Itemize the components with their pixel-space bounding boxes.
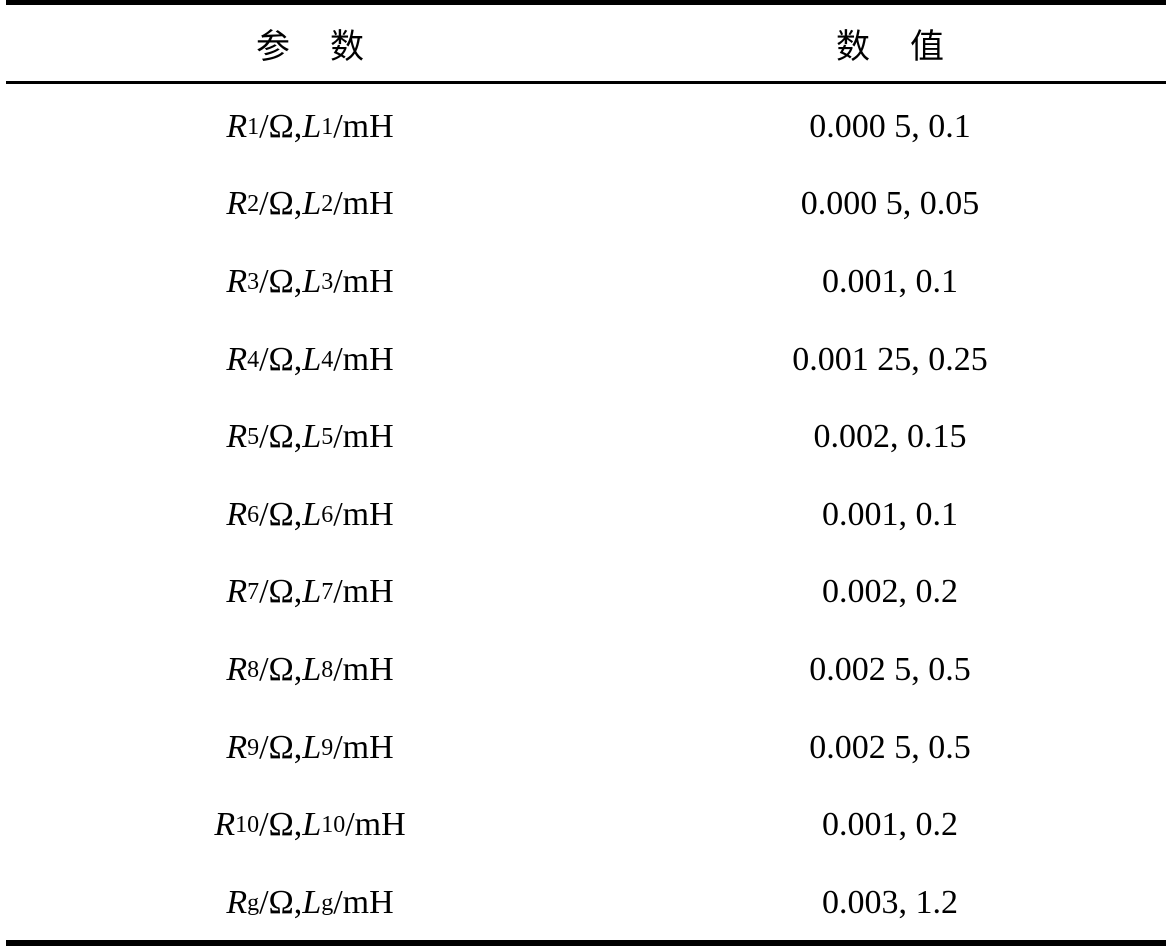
inductance-unit: /mH xyxy=(333,728,394,766)
resistance-symbol: R xyxy=(226,573,248,611)
value-cell: 0.003, 1.2 xyxy=(822,883,958,921)
inductance-symbol: L xyxy=(302,262,322,300)
inductance-unit: /mH xyxy=(333,418,394,456)
inductance-symbol: L xyxy=(302,728,322,766)
parameter-cell: R 2/Ω, L 2/mH xyxy=(226,185,394,223)
inductance-symbol: L xyxy=(302,107,322,145)
header-parameter-char-2: 数 xyxy=(330,26,364,67)
value-cell: 0.001, 0.2 xyxy=(822,806,958,844)
table-row: R 4/Ω, L 4/mH 0.001 25, 0.25 xyxy=(6,321,1166,399)
inductance-unit: /mH xyxy=(333,883,394,921)
table-row: R 8/Ω, L 8/mH 0.002 5, 0.5 xyxy=(6,631,1166,709)
inductance-unit: /mH xyxy=(333,107,394,145)
resistance-unit: /Ω, xyxy=(259,650,303,688)
inductance-unit: /mH xyxy=(333,340,394,378)
resistance-unit: /Ω, xyxy=(259,185,303,223)
parameter-cell: R 5/Ω, L 5/mH xyxy=(226,418,394,456)
resistance-unit: /Ω, xyxy=(259,573,303,611)
resistance-unit: /Ω, xyxy=(259,262,303,300)
inductance-symbol: L xyxy=(302,495,322,533)
parameter-cell: R 6/Ω, L 6/mH xyxy=(226,495,394,533)
resistance-unit: /Ω, xyxy=(259,728,303,766)
table-header-row: 参数 数值 xyxy=(6,5,1166,81)
value-cell: 0.000 5, 0.05 xyxy=(800,185,980,223)
resistance-unit: /Ω, xyxy=(259,107,303,145)
parameter-cell: R 9/Ω, L 9/mH xyxy=(226,728,394,766)
parameter-cell: R 4/Ω, L 4/mH xyxy=(226,340,394,378)
resistance-symbol: R xyxy=(226,883,248,921)
header-value-char-1: 数 xyxy=(836,26,870,67)
table-row: R 1/Ω, L 1/mH 0.000 5, 0.1 xyxy=(6,88,1166,166)
resistance-symbol: R xyxy=(226,107,248,145)
header-value-char-2: 值 xyxy=(910,26,944,67)
resistance-unit: /Ω, xyxy=(259,883,303,921)
value-cell: 0.002, 0.2 xyxy=(822,573,958,611)
inductance-unit: /mH xyxy=(345,806,406,844)
table-row: R 7/Ω, L 7/mH 0.002, 0.2 xyxy=(6,554,1166,632)
value-cell: 0.002 5, 0.5 xyxy=(809,650,971,688)
inductance-symbol: L xyxy=(302,573,322,611)
inductance-unit: /mH xyxy=(333,495,394,533)
value-cell: 0.001 25, 0.25 xyxy=(792,340,988,378)
resistance-unit: /Ω, xyxy=(259,340,303,378)
parameter-cell: R 8/Ω, L 8/mH xyxy=(226,650,394,688)
resistance-unit: /Ω, xyxy=(259,418,303,456)
table-row: R 3/Ω, L 3/mH 0.001, 0.1 xyxy=(6,243,1166,321)
table-row: R 9/Ω, L 9/mH 0.002 5, 0.5 xyxy=(6,709,1166,787)
value-cell: 0.002, 0.15 xyxy=(813,418,967,456)
inductance-symbol: L xyxy=(302,883,322,921)
header-value: 数值 xyxy=(614,5,1166,81)
resistance-symbol: R xyxy=(226,185,248,223)
inductance-symbol: L xyxy=(302,185,322,223)
value-cell: 0.001, 0.1 xyxy=(822,262,958,300)
table-body: R 1/Ω, L 1/mH 0.000 5, 0.1 R 2/Ω, L 2/mH 0.000 … xyxy=(6,88,1166,942)
resistance-symbol: R xyxy=(214,806,236,844)
inductance-unit: /mH xyxy=(333,262,394,300)
resistance-unit: /Ω, xyxy=(259,495,303,533)
parameter-cell: R 1/Ω, L 1/mH xyxy=(226,107,394,145)
table-top-rule xyxy=(6,0,1166,5)
table-bottom-rule xyxy=(6,940,1166,946)
inductance-unit: /mH xyxy=(333,185,394,223)
parameter-cell: R 3/Ω, L 3/mH xyxy=(226,262,394,300)
value-cell: 0.001, 0.1 xyxy=(822,495,958,533)
resistance-symbol: R xyxy=(226,262,248,300)
table-row: R 5/Ω, L 5/mH 0.002, 0.15 xyxy=(6,398,1166,476)
table-header-rule xyxy=(6,81,1166,84)
header-parameter: 参数 xyxy=(6,5,614,81)
table-row: R 6/Ω, L 6/mH 0.001, 0.1 xyxy=(6,476,1166,554)
value-cell: 0.000 5, 0.1 xyxy=(809,107,971,145)
inductance-symbol: L xyxy=(302,806,322,844)
inductance-unit: /mH xyxy=(333,573,394,611)
resistance-unit: /Ω, xyxy=(259,806,303,844)
parameter-cell: R 7/Ω, L 7/mH xyxy=(226,573,394,611)
inductance-symbol: L xyxy=(302,418,322,456)
header-parameter-char-1: 参 xyxy=(256,26,290,67)
resistance-symbol: R xyxy=(226,650,248,688)
inductance-unit: /mH xyxy=(333,650,394,688)
table-row: R 2/Ω, L 2/mH 0.000 5, 0.05 xyxy=(6,166,1166,244)
inductance-symbol: L xyxy=(302,650,322,688)
resistance-symbol: R xyxy=(226,495,248,533)
resistance-symbol: R xyxy=(226,418,248,456)
resistance-symbol: R xyxy=(226,340,248,378)
table-row: R 10/Ω, L 10/mH 0.001, 0.2 xyxy=(6,786,1166,864)
inductance-symbol: L xyxy=(302,340,322,378)
resistance-symbol: R xyxy=(226,728,248,766)
parameter-cell: R 10/Ω, L 10/mH xyxy=(214,806,406,844)
value-cell: 0.002 5, 0.5 xyxy=(809,728,971,766)
